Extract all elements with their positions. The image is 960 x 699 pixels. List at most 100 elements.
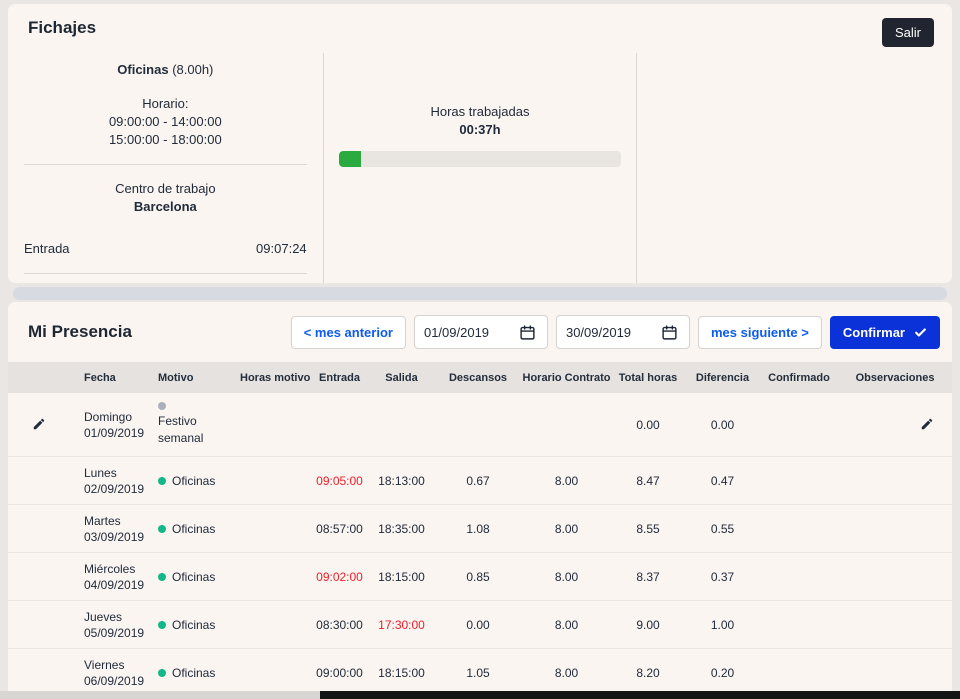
horario-contrato-cell: 8.00 (522, 666, 611, 680)
horizontal-scrollbar-thumb[interactable] (320, 691, 960, 699)
worked-hours-progressbar (339, 151, 622, 167)
motivo-cell: Oficinas (150, 570, 240, 584)
date-from-input[interactable]: 01/09/2019 (414, 315, 548, 349)
horario-contrato-cell: 8.00 (522, 522, 611, 536)
motivo-label: Oficinas (172, 522, 215, 536)
total-horas-cell: 8.20 (611, 666, 685, 680)
salida-cell: 18:15:00 (369, 666, 434, 680)
confirm-label: Confirmar (843, 325, 905, 340)
diferencia-cell: 0.37 (685, 570, 760, 584)
total-horas-cell: 8.37 (611, 570, 685, 584)
fecha-cell: Martes03/09/2019 (70, 513, 150, 545)
diferencia-cell: 0.00 (685, 418, 760, 432)
salida-cell: 17:30:00 (369, 618, 434, 632)
motivo-label: Oficinas (172, 474, 215, 488)
row-day: Jueves (84, 609, 150, 625)
entry-time: 09:07:24 (256, 240, 307, 258)
motivo-label: Oficinas (172, 618, 215, 632)
entrada-cell: 09:05:00 (310, 474, 369, 488)
motivo-label: Festivo semanal (158, 413, 220, 447)
diferencia-cell: 0.55 (685, 522, 760, 536)
row-day: Lunes (84, 465, 150, 481)
table-row: Viernes06/09/2019Oficinas09:00:0018:15:0… (8, 649, 952, 697)
row-day: Miércoles (84, 561, 150, 577)
row-date: 05/09/2019 (84, 625, 150, 641)
total-horas-cell: 8.47 (611, 474, 685, 488)
row-date: 03/09/2019 (84, 529, 150, 545)
fecha-cell: Viernes06/09/2019 (70, 657, 150, 689)
fecha-cell: Miércoles04/09/2019 (70, 561, 150, 593)
descansos-cell: 0.67 (434, 474, 522, 488)
date-to-input[interactable]: 30/09/2019 (556, 315, 690, 349)
row-date: 04/09/2019 (84, 577, 150, 593)
table-row: Domingo01/09/2019Festivo semanal0.000.00 (8, 393, 952, 457)
fecha-cell: Lunes02/09/2019 (70, 465, 150, 497)
motivo-status-dot (158, 525, 166, 533)
descansos-cell: 0.85 (434, 570, 522, 584)
col-header-diferencia: Diferencia (685, 372, 760, 384)
horario-contrato-cell: 8.00 (522, 474, 611, 488)
diferencia-cell: 0.47 (685, 474, 760, 488)
presence-table: Fecha Motivo Horas motivo Entrada Salida… (8, 362, 952, 697)
motivo-cell: Festivo semanal (150, 402, 240, 447)
workcenter-value: Barcelona (22, 198, 309, 216)
prev-month-button[interactable]: < mes anterior (291, 316, 406, 349)
schedule-hours: (8.00h) (172, 62, 213, 77)
fecha-cell: Jueves05/09/2019 (70, 609, 150, 641)
col-header-total-horas: Total horas (611, 372, 685, 384)
entrada-cell: 08:57:00 (310, 522, 369, 536)
logout-button[interactable]: Salir (882, 18, 934, 47)
next-month-button[interactable]: mes siguiente > (698, 316, 822, 349)
confirm-button[interactable]: Confirmar (830, 316, 940, 349)
edit-day-button[interactable] (918, 415, 936, 433)
horizontal-scrollbar[interactable] (0, 691, 960, 699)
motivo-status-dot (158, 477, 166, 485)
row-day: Martes (84, 513, 150, 529)
table-row: Lunes02/09/2019Oficinas09:05:0018:13:000… (8, 457, 952, 505)
presencia-card: Mi Presencia < mes anterior 01/09/2019 3… (8, 302, 952, 699)
card-shadow (13, 287, 947, 300)
workcenter-label: Centro de trabajo (22, 180, 309, 198)
calendar-icon[interactable] (517, 322, 538, 343)
motivo-label: Oficinas (172, 570, 215, 584)
descansos-cell: 0.00 (434, 618, 522, 632)
date-from-value: 01/09/2019 (424, 325, 489, 340)
diferencia-cell: 1.00 (685, 618, 760, 632)
descansos-cell: 1.08 (434, 522, 522, 536)
pencil-icon (32, 417, 46, 431)
pencil-icon (920, 417, 934, 431)
fichajes-card: Fichajes Salir Oficinas (8.00h) Horario:… (8, 4, 952, 283)
calendar-icon[interactable] (659, 322, 680, 343)
worked-hours-panel: Horas trabajadas 00:37h (323, 53, 638, 283)
diferencia-cell: 0.20 (685, 666, 760, 680)
edit-day-button[interactable] (30, 415, 48, 433)
table-body: Domingo01/09/2019Festivo semanal0.000.00… (8, 393, 952, 697)
check-icon (914, 326, 927, 339)
row-date: 06/09/2019 (84, 673, 150, 689)
motivo-cell: Oficinas (150, 666, 240, 680)
motivo-status-dot (158, 573, 166, 581)
date-to-value: 30/09/2019 (566, 325, 631, 340)
page-title: Fichajes (28, 18, 96, 38)
total-horas-cell: 0.00 (611, 418, 685, 432)
total-horas-cell: 8.55 (611, 522, 685, 536)
worked-hours-progress-fill (339, 151, 362, 167)
schedule-label: Horario: (22, 95, 309, 113)
motivo-cell: Oficinas (150, 474, 240, 488)
table-row: Jueves05/09/2019Oficinas08:30:0017:30:00… (8, 601, 952, 649)
empty-panel (637, 53, 952, 283)
entry-label: Entrada (24, 240, 70, 258)
edit-cell (8, 415, 70, 434)
schedule-morning: 09:00:00 - 14:00:00 (22, 113, 309, 131)
row-date: 02/09/2019 (84, 481, 150, 497)
col-header-observaciones: Observaciones (838, 372, 952, 384)
schedule-afternoon: 15:00:00 - 18:00:00 (22, 131, 309, 149)
table-row: Martes03/09/2019Oficinas08:57:0018:35:00… (8, 505, 952, 553)
total-horas-cell: 9.00 (611, 618, 685, 632)
schedule-panel: Oficinas (8.00h) Horario: 09:00:00 - 14:… (8, 53, 323, 283)
motivo-cell: Oficinas (150, 618, 240, 632)
divider (24, 273, 307, 274)
entrada-cell: 09:02:00 (310, 570, 369, 584)
horario-contrato-cell: 8.00 (522, 618, 611, 632)
worked-hours-value: 00:37h (339, 121, 622, 139)
